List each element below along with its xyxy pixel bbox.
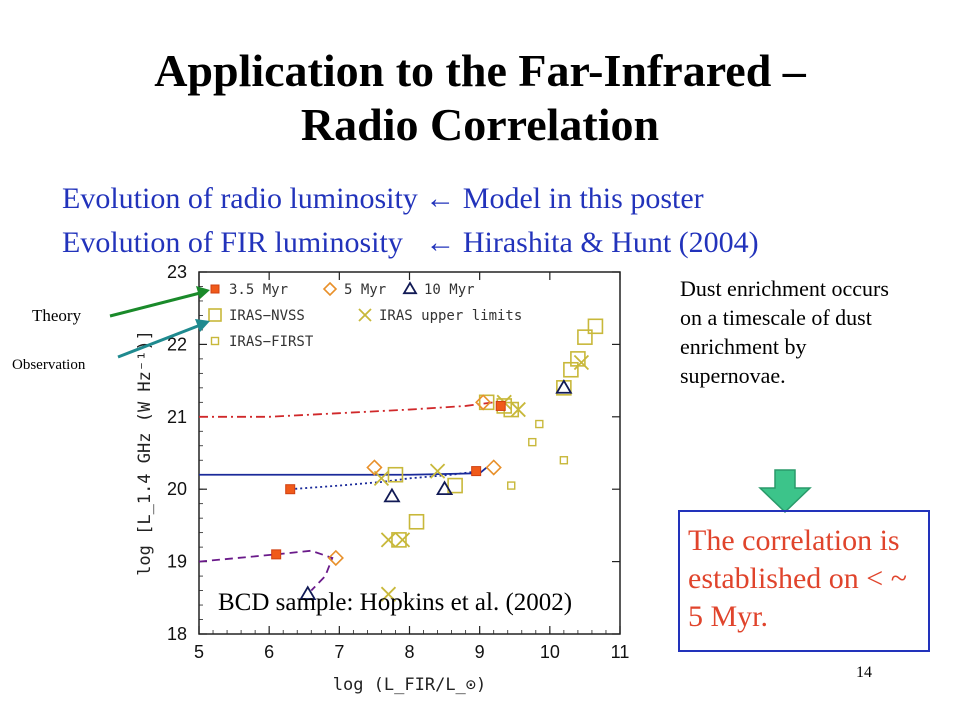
y-tick-label: 20: [167, 479, 187, 499]
x-tick-label: 7: [334, 642, 344, 662]
obs-iras-nvss-point: [408, 513, 425, 530]
obs-iras-nvss-point: [387, 466, 404, 483]
conclusion-callout: The correlation is established on < ~ 5 …: [678, 510, 930, 652]
title-line-1: Application to the Far-Infrared –: [154, 45, 806, 96]
title-line-2: Radio Correlation: [300, 99, 660, 150]
y-tick-label: 19: [167, 552, 187, 572]
slide-title: Application to the Far-Infrared – Radio …: [0, 44, 960, 152]
model-5-myr-point: [475, 394, 492, 411]
plot-frame: [198, 271, 621, 635]
obs-iras-upper-limit-point: [380, 532, 397, 548]
obs-iras-nvss-point: [391, 532, 407, 548]
model-3p5-myr-point: [495, 400, 506, 411]
obs-iras-upper-limit-point: [510, 401, 526, 418]
y-tick-label: 21: [167, 407, 187, 427]
model-3p5-myr-point: [285, 484, 296, 495]
x-tick-label: 10: [540, 642, 560, 662]
y-tick-label: 23: [167, 262, 187, 282]
legend-label: 3.5 Myr: [229, 282, 288, 298]
model-10-myr-point: [383, 487, 401, 503]
model-10-myr-point: [555, 379, 573, 394]
observation-label: Observation: [12, 357, 86, 373]
model-track-dashed: [198, 549, 334, 592]
x-tick-label: 11: [611, 642, 630, 662]
bcd-sample-label: BCD sample: Hopkins et al. (2002): [218, 589, 573, 616]
obs-iras-upper-limit-point: [429, 463, 446, 479]
x-tick-label: 8: [404, 642, 414, 662]
obs-iras-first-point: [507, 481, 516, 490]
legend-marker-filled-square: [210, 284, 220, 294]
model-track-dash-dot: [199, 401, 494, 418]
obs-iras-first-point: [559, 456, 569, 465]
model-5-myr-point: [485, 459, 502, 476]
y-tick-label: 22: [167, 334, 187, 354]
obs-iras-nvss-point: [478, 394, 495, 411]
legend-label: IRAS upper limits: [379, 308, 522, 324]
page-number: 14: [856, 664, 872, 681]
legend-marker-cross: [358, 308, 372, 322]
y-axis-label: log [L_1.4 GHz (W Hz⁻¹)]: [135, 330, 155, 576]
model-track-dotted: [290, 470, 480, 491]
subtitle-fir: Evolution of FIR luminosity ← Hirashita …: [62, 226, 759, 259]
subtitle-radio: Evolution of radio luminosity ← Model in…: [62, 182, 704, 215]
model-5-myr-point: [366, 459, 383, 476]
legend-marker-triangle: [402, 281, 418, 295]
obs-iras-nvss-point: [587, 318, 604, 335]
observation-arrow: [117, 322, 204, 359]
x-tick-label: 9: [475, 642, 485, 662]
model-10-myr-point: [436, 480, 454, 496]
model-5-myr-point: [327, 549, 344, 567]
obs-iras-upper-limit-point: [380, 586, 397, 602]
obs-iras-upper-limit-point: [573, 354, 590, 371]
x-tick-label: 6: [264, 642, 274, 662]
down-arrow: [758, 469, 812, 514]
obs-iras-upper-limit-point: [394, 532, 411, 548]
theory-arrow: [109, 290, 205, 318]
theory-label: Theory: [32, 306, 82, 325]
legend-label: 10 Myr: [424, 282, 475, 298]
obs-iras-nvss-point: [447, 477, 463, 494]
legend-label: IRAS−FIRST: [229, 334, 314, 350]
legend-marker-diamond: [322, 281, 338, 297]
x-axis-label: log (L_FIR/L_⊙): [333, 675, 487, 695]
model-3p5-myr-point: [271, 549, 282, 560]
legend-label: IRAS−NVSS: [229, 308, 305, 324]
model-10-myr-point: [299, 585, 317, 600]
y-tick-label: 18: [167, 624, 187, 644]
legend-label: 5 Myr: [344, 282, 386, 298]
model-3p5-myr-point: [471, 466, 482, 477]
legend-marker-small-square: [210, 336, 220, 346]
observation-arrowhead: [195, 319, 210, 332]
obs-iras-nvss-point: [577, 329, 593, 345]
dust-note: Dust enrichment occurs on a timescale of…: [680, 276, 889, 388]
obs-iras-first-point: [535, 419, 544, 429]
obs-iras-upper-limit-point: [373, 470, 390, 486]
legend-marker-open-square: [208, 308, 222, 322]
obs-iras-first-point: [528, 437, 537, 447]
theory-arrowhead: [196, 286, 210, 299]
x-tick-label: 5: [194, 642, 204, 662]
